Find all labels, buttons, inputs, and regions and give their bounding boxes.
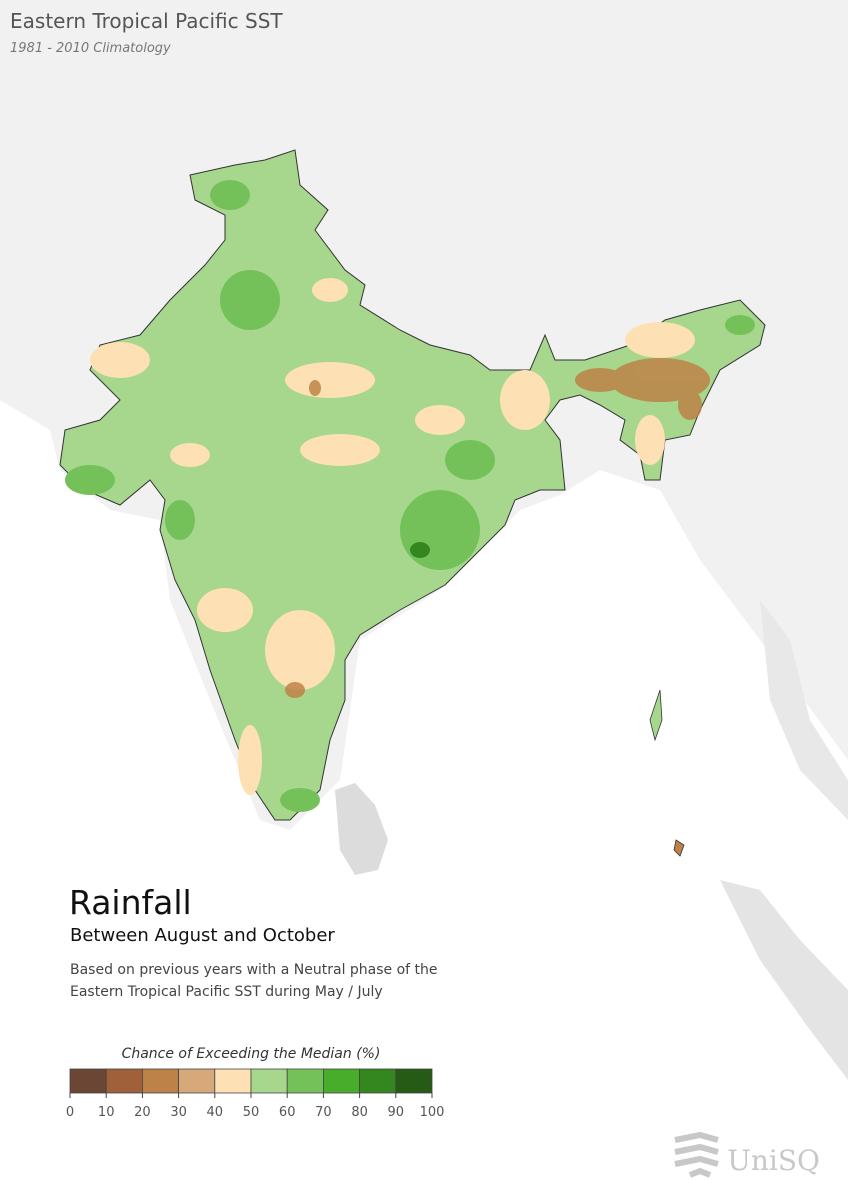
legend-tick-label: 90 (388, 1105, 405, 1120)
legend-swatch (286, 1068, 324, 1094)
legend-tick-label: 20 (134, 1105, 151, 1120)
legend-tick-label: 60 (279, 1105, 296, 1120)
panel-description: Based on previous years with a Neutral p… (70, 962, 438, 978)
legend-swatch (141, 1068, 179, 1094)
panel-description: Eastern Tropical Pacific SST during May … (70, 984, 383, 1000)
legend-tick-label: 40 (207, 1105, 224, 1120)
legend-swatch (359, 1068, 397, 1094)
legend-swatch (178, 1068, 216, 1094)
legend-swatch (322, 1068, 360, 1094)
india (59, 149, 766, 857)
legend-tick-label: 100 (420, 1105, 445, 1120)
legend-swatch (214, 1068, 252, 1094)
logo-text: UniSQ (727, 1144, 820, 1177)
legend-swatch (250, 1068, 288, 1094)
legend-tick-label: 10 (98, 1105, 115, 1120)
legend-tick-label: 0 (66, 1105, 74, 1120)
legend-swatch (105, 1068, 143, 1094)
legend-title: Chance of Exceeding the Median (%) (122, 1046, 381, 1062)
panel-title: Rainfall (69, 883, 192, 922)
header-subtitle: 1981 - 2010 Climatology (10, 41, 171, 56)
neighbour-land (760, 600, 848, 820)
neighbour-land (720, 880, 848, 1080)
panel-subtitle: Between August and October (70, 925, 335, 946)
legend-tick-label: 80 (351, 1105, 368, 1120)
header-title: Eastern Tropical Pacific SST (10, 9, 283, 33)
ocean (0, 400, 848, 1199)
legend-swatch (69, 1068, 107, 1094)
legend-tick-label: 50 (243, 1105, 260, 1120)
legend-tick-label: 30 (170, 1105, 187, 1120)
legend: 0 10 20 30 40 50 60 70 80 90 100 (66, 1068, 445, 1120)
logo: UniSQ (674, 1131, 820, 1178)
legend-swatch (395, 1068, 433, 1094)
legend-tick-label: 70 (315, 1105, 332, 1120)
neighbour-land (335, 783, 388, 875)
